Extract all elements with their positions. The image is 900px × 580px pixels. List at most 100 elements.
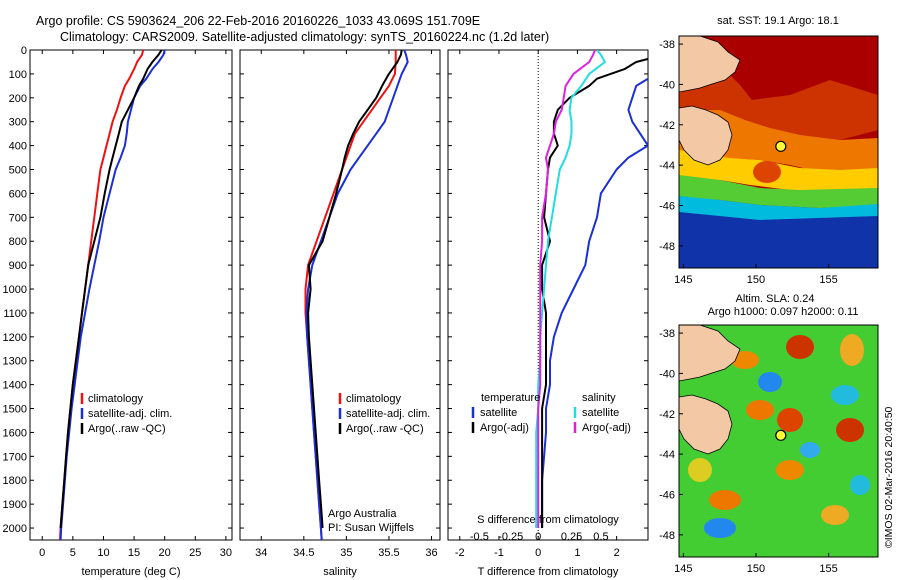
sla-map-ticks: 145 150 155 -38 -40 -42 -44 -46 -48 [659,328,838,575]
salinity-xlabel: salinity [323,566,357,578]
temperature-x-tick-label: 25 [189,547,201,559]
sst-map-frame [678,35,879,269]
depth-tick-label: 600 [9,188,27,200]
sla-lat-tick-label: -46 [659,489,675,501]
sst-mainland-coast [679,36,741,93]
salinity-x-tick-label: 36 [425,547,437,559]
temperature-x-ticks: 0 5 10 15 20 25 30 [39,50,232,559]
temperature-x-tick-label: 5 [70,547,76,559]
sla-high-10 [688,458,712,482]
temperature-axes-frame [29,49,233,541]
salinity-x-tick-label: 34.5 [293,547,314,559]
sst-eddy [753,161,781,183]
temperature-legend-title: temperature [481,392,540,404]
sla-map-subtitle: Argo h1000: 0.097 h2000: 0.11 [708,306,859,318]
salinity-depth-ticks [240,49,440,529]
sst-lon-tick-label: 145 [674,274,692,286]
depth-tick-label: 500 [9,165,27,177]
sst-lon-tick-label: 155 [819,274,837,286]
sla-lat-tick-label: -40 [659,368,675,380]
sla-lat-tick-label: -38 [659,328,675,340]
sla-lon-tick-label: 155 [819,563,837,575]
temperature-legend: climatology satellite-adj. clim. Argo(..ra… [80,393,172,435]
difference-x-tick-label: 1 [574,547,580,559]
t-difference-xlabel: T difference from climatology [478,566,619,578]
difference-s-legend-label: satellite [582,407,619,419]
temperature-depth-ticks: 0 100 200 300 400 500 600 700 800 900 1000 1100 1200… [3,45,232,535]
s-difference-tick-label: 0.25 [561,531,582,543]
sla-low-1 [758,372,782,392]
sla-low-2 [831,385,859,405]
sst-map-panel: sat. SST: 19.1 Argo: 18.1 145 150 155 -38 -4… [659,15,879,286]
temperature-panel: 0100200300400500600700800900100011001200… [3,45,233,578]
temperature-series-line-2 [59,50,163,529]
depth-tick-label: 1200 [3,332,27,344]
difference-t-legend-label: Argo(-adj) [480,422,529,434]
sst-lat-tick-label: -48 [659,241,675,253]
depth-tick-label: 400 [9,141,27,153]
difference-legend: temperature salinity satellite Argo(-adj) sa… [471,392,631,434]
difference-x-tick-label: 2 [614,547,620,559]
sla-lat-tick-label: -42 [659,409,675,421]
sla-high-4 [746,400,774,420]
temperature-x-tick-label: 20 [159,547,171,559]
argo-australia-label: Argo Australia [328,508,397,520]
difference-depth-ticks [448,49,648,529]
depth-tick-label: 1500 [3,404,27,416]
depth-tick-label: 1800 [3,475,27,487]
sst-lat-tick-label: -42 [659,120,675,132]
sla-low-4 [704,518,736,538]
sla-lon-tick-label: 145 [674,563,692,575]
temperature-legend-label: Argo(..raw -QC) [88,423,166,435]
difference-s-legend-label: Argo(-adj) [582,422,631,434]
depth-tick-label: 1100 [3,308,27,320]
temperature-x-tick-label: 0 [39,547,45,559]
sla-high-5 [777,408,803,432]
salinity-x-tick-label: 35.5 [378,547,399,559]
depth-tick-label: 300 [9,117,27,129]
difference-series-line-0 [541,77,648,528]
salinity-lines [304,50,409,540]
sla-high-1 [786,335,814,359]
salinity-legend-label: climatology [346,393,402,405]
sst-lat-tick-label: -44 [659,160,675,172]
s-difference-label: S difference from climatology [477,514,619,526]
sla-high-7 [776,460,804,480]
sst-lat-tick-label: -40 [659,79,675,91]
depth-tick-label: 900 [9,260,27,272]
pi-label: PI: Susan Wijffels [328,522,414,534]
depth-tick-label: 1400 [3,380,27,392]
imos-credit: ©IMOS 02-Mar-2016 20:40:50 [883,406,895,548]
salinity-axes-frame [239,49,441,541]
temperature-lines [59,50,166,540]
s-difference-ticks: -0.5 -0.25 0 0.25 0.5 [470,531,609,543]
temperature-xlabel: temperature (deg C) [81,566,180,578]
sst-map-ticks: 145 150 155 -38 -40 -42 -44 -46 -48 [659,39,838,286]
sst-green-band [679,175,878,208]
difference-panel: -2 -1 0 1 2 S difference from climatology -0… [447,49,649,578]
sla-high-2 [731,351,759,369]
header-line-1: Argo profile: CS 5903624_206 22-Feb-2016… [36,14,480,28]
sla-map-panel: Altim. SLA: 0.24 Argo h1000: 0.097 h2000… [659,293,879,575]
depth-tick-label: 1700 [3,451,27,463]
sst-cyan-band [679,196,878,222]
salinity-legend-title: salinity [582,392,616,404]
s-difference-tick-label: 0.5 [593,531,608,543]
sla-map-frame [678,324,879,558]
difference-series-line-3 [537,50,597,528]
temperature-x-tick-label: 15 [128,547,140,559]
sla-high-3 [840,334,864,366]
sst-lon-tick-label: 150 [747,274,765,286]
depth-tick-label: 700 [9,212,27,224]
sst-cold-band [679,212,878,268]
sst-lat-tick-label: -46 [659,200,675,212]
salinity-x-tick-label: 35 [340,547,352,559]
sla-low-5 [850,475,870,495]
salinity-series-line-2 [307,50,403,529]
sst-map-title: sat. SST: 19.1 Argo: 18.1 [717,15,839,27]
sla-map-image [679,325,878,557]
sla-lon-tick-label: 150 [747,563,765,575]
salinity-legend-label: satellite-adj. clim. [346,408,430,420]
temperature-x-tick-label: 30 [220,547,232,559]
